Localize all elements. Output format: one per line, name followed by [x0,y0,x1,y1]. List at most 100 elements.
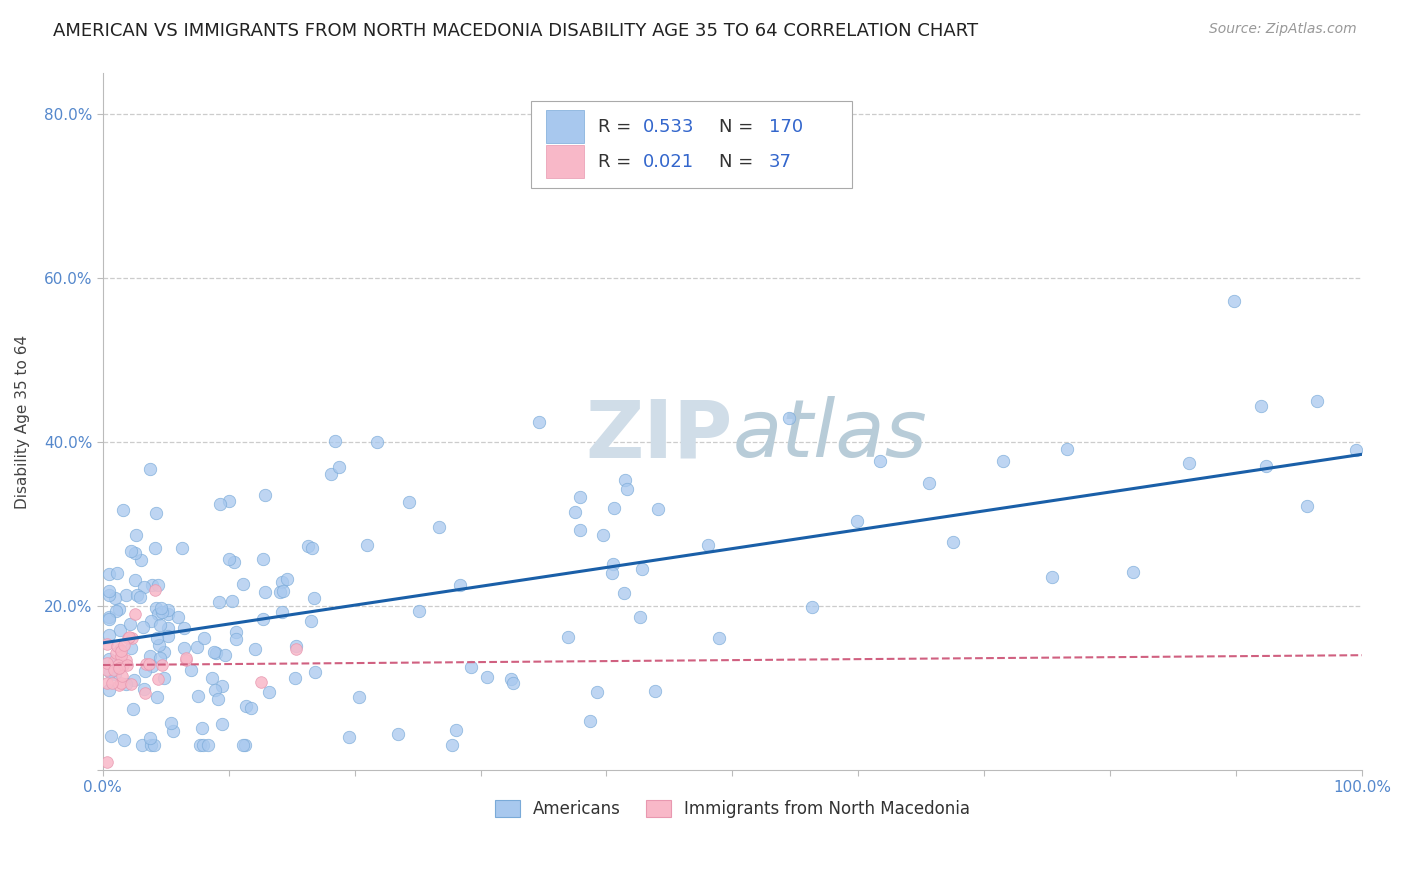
Point [778,410,800,425]
Point [232,739,254,753]
Text: N =: N = [718,118,759,136]
Point [366,434,388,449]
Point [592,528,614,542]
Point [356,538,378,552]
Point [139,739,162,753]
Point [1254,458,1277,473]
Point [127,588,149,602]
Point [132,620,155,634]
Point [205,646,228,660]
Point [323,434,346,449]
Point [138,657,160,671]
Point [156,602,179,616]
Point [800,599,823,614]
Point [709,632,731,646]
Point [103,655,125,669]
Point [427,520,450,534]
Point [328,460,350,475]
Point [475,670,498,684]
Point [254,585,277,599]
Point [142,739,165,753]
Point [112,638,135,652]
Point [557,630,579,644]
Point [301,541,323,555]
Point [1223,293,1246,308]
Point [499,672,522,686]
Point [224,555,246,569]
Point [214,648,236,663]
FancyBboxPatch shape [546,111,583,143]
Point [173,640,195,655]
Point [613,586,636,600]
Point [197,739,219,753]
Point [129,553,152,567]
Point [208,595,231,609]
Point [141,615,163,629]
Point [250,675,273,690]
Point [124,607,146,622]
Point [276,572,298,586]
Point [110,649,132,664]
Point [104,591,127,605]
Point [160,715,183,730]
Point [146,578,169,592]
Point [148,638,170,652]
Point [942,535,965,549]
Point [115,658,138,673]
Point [444,723,467,737]
Point [697,538,720,552]
Text: 170: 170 [769,118,803,136]
Point [98,567,121,582]
Point [347,690,370,704]
Point [108,677,131,691]
Point [124,673,146,687]
Point [145,601,167,615]
Point [603,500,626,515]
Point [284,671,307,685]
Point [218,552,240,566]
Point [139,461,162,475]
Point [98,609,121,624]
Point [1295,499,1317,513]
Point [139,649,162,664]
Point [112,733,135,747]
Point [150,601,173,615]
Point [578,714,600,729]
Point [568,524,591,538]
Point [149,651,172,665]
Point [148,607,170,621]
Point [120,677,142,691]
Point [115,653,138,667]
Point [232,576,254,591]
Point [96,637,118,651]
Point [98,612,121,626]
Point [98,588,121,602]
Point [269,584,291,599]
Point [107,661,129,675]
Point [1122,566,1144,580]
Point [149,617,172,632]
Point [105,566,128,581]
Text: AMERICAN VS IMMIGRANTS FROM NORTH MACEDONIA DISABILITY AGE 35 TO 64 CORRELATION : AMERICAN VS IMMIGRANTS FROM NORTH MACEDO… [53,22,979,40]
Point [124,573,146,587]
Point [108,641,131,656]
Point [191,739,214,753]
Point [209,497,232,511]
Point [115,588,138,602]
Text: 0.021: 0.021 [643,153,695,170]
Point [104,666,127,681]
Point [135,657,157,671]
Point [211,679,233,693]
Point [145,506,167,520]
Point [918,475,941,490]
Point [252,612,274,626]
Point [111,658,134,673]
Point [110,643,132,657]
Point [153,672,176,686]
Point [647,502,669,516]
Point [1178,456,1201,470]
Point [166,610,188,624]
Point [146,690,169,705]
Point [586,685,609,699]
Point [449,578,471,592]
